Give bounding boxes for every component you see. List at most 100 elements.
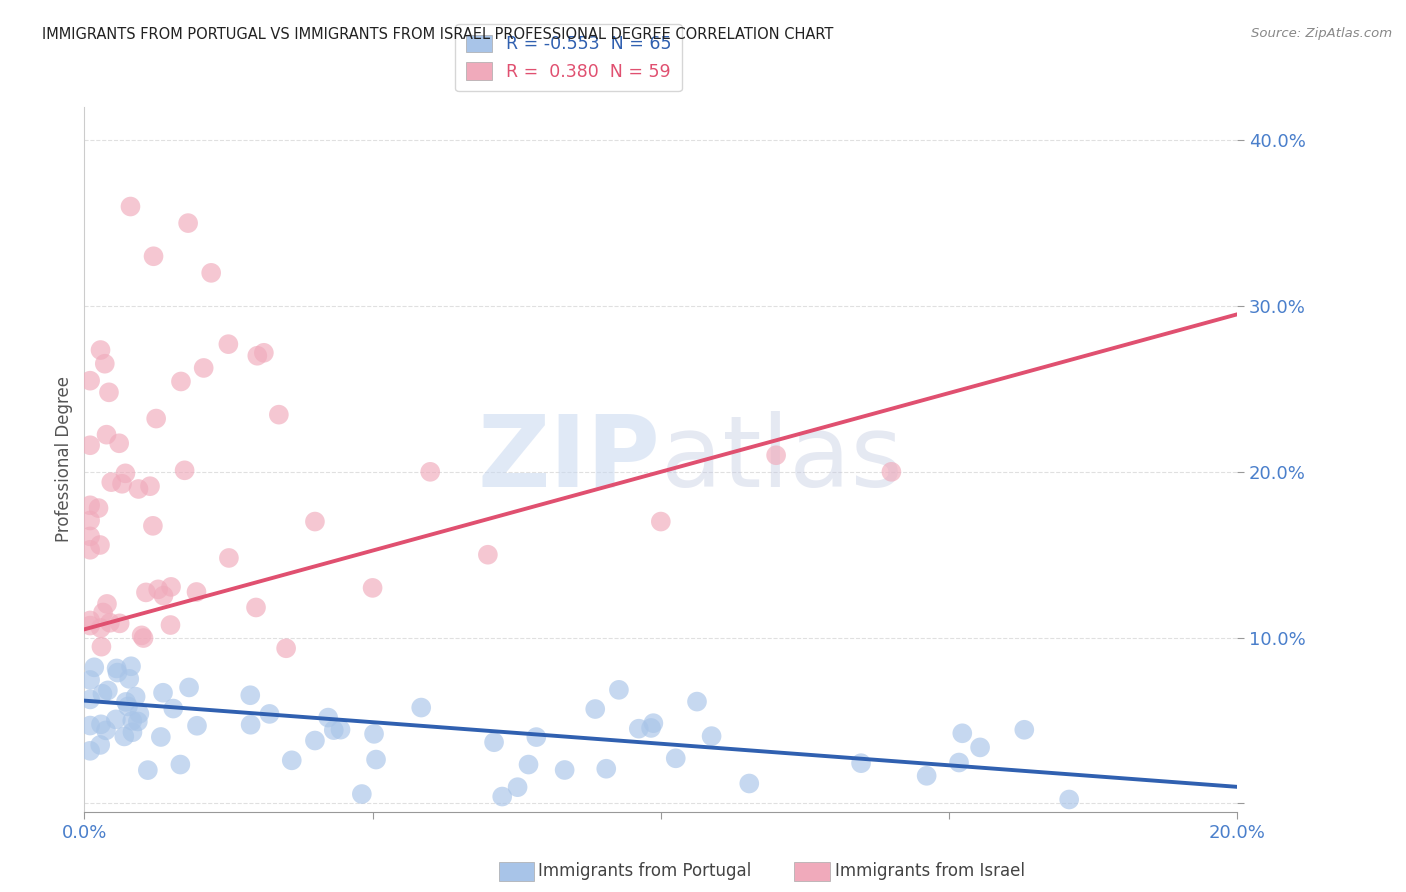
- Point: [112, 730, 135, 744]
- Point: [121, 714, 143, 728]
- Point: [607, 682, 630, 697]
- Point: [98, 615, 121, 630]
- Point: [159, 618, 181, 632]
- Point: [361, 581, 384, 595]
- Point: [142, 518, 165, 533]
- Point: [120, 659, 142, 673]
- Point: [94, 723, 117, 738]
- Point: [118, 672, 141, 686]
- Point: [595, 762, 617, 776]
- Point: [322, 723, 344, 737]
- Point: [880, 465, 903, 479]
- Point: [79, 529, 101, 543]
- Point: [482, 735, 505, 749]
- Point: [79, 438, 101, 452]
- Text: IMMIGRANTS FROM PORTUGAL VS IMMIGRANTS FROM ISRAEL PROFESSIONAL DEGREE CORRELATI: IMMIGRANTS FROM PORTUGAL VS IMMIGRANTS F…: [42, 27, 834, 42]
- Point: [91, 687, 114, 701]
- Point: [218, 551, 240, 566]
- Point: [100, 475, 122, 490]
- Point: [177, 681, 200, 695]
- Point: [246, 349, 269, 363]
- Point: [96, 427, 118, 442]
- Point: [162, 701, 184, 715]
- Point: [583, 702, 606, 716]
- Point: [79, 542, 101, 557]
- Point: [193, 360, 215, 375]
- Point: [91, 606, 114, 620]
- Point: [477, 548, 499, 562]
- Point: [1057, 792, 1080, 806]
- Text: Immigrants from Israel: Immigrants from Israel: [835, 863, 1025, 880]
- Point: [969, 740, 991, 755]
- Point: [111, 476, 134, 491]
- Point: [363, 727, 385, 741]
- Point: [281, 753, 304, 767]
- Point: [79, 618, 101, 632]
- Point: [105, 661, 128, 675]
- Point: [79, 374, 101, 388]
- Point: [267, 408, 290, 422]
- Point: [245, 600, 267, 615]
- Point: [83, 660, 105, 674]
- Point: [90, 621, 112, 635]
- Point: [948, 756, 970, 770]
- Point: [115, 695, 138, 709]
- Y-axis label: Professional Degree: Professional Degree: [55, 376, 73, 542]
- Point: [217, 337, 239, 351]
- Point: [173, 463, 195, 477]
- Point: [94, 357, 117, 371]
- Point: [128, 706, 150, 721]
- Point: [411, 700, 433, 714]
- Point: [98, 385, 121, 400]
- Point: [124, 690, 146, 704]
- Point: [350, 787, 373, 801]
- Point: [316, 710, 339, 724]
- Point: [96, 597, 118, 611]
- Point: [136, 763, 159, 777]
- Point: [107, 665, 129, 680]
- Point: [276, 641, 298, 656]
- Point: [1014, 723, 1036, 737]
- Text: ZIP: ZIP: [478, 411, 661, 508]
- Text: Immigrants from Portugal: Immigrants from Portugal: [538, 863, 752, 880]
- Point: [97, 683, 120, 698]
- Point: [120, 200, 142, 214]
- Point: [89, 538, 111, 552]
- Point: [79, 614, 101, 628]
- Point: [121, 725, 143, 739]
- Point: [79, 498, 101, 512]
- Point: [643, 716, 665, 731]
- Point: [127, 714, 149, 729]
- Point: [87, 501, 110, 516]
- Point: [239, 717, 262, 731]
- Point: [128, 482, 150, 496]
- Point: [132, 631, 155, 645]
- Point: [915, 769, 938, 783]
- Point: [145, 411, 167, 425]
- Point: [491, 789, 513, 804]
- Point: [304, 515, 326, 529]
- Point: [849, 756, 872, 771]
- Point: [506, 780, 529, 794]
- Point: [152, 589, 174, 603]
- Point: [186, 719, 208, 733]
- Point: [200, 266, 222, 280]
- Point: [117, 699, 139, 714]
- Point: [259, 706, 281, 721]
- Point: [79, 514, 101, 528]
- Point: [177, 216, 200, 230]
- Point: [104, 712, 127, 726]
- Point: [765, 448, 787, 462]
- Point: [517, 757, 540, 772]
- Point: [738, 776, 761, 790]
- Point: [146, 582, 169, 597]
- Text: Source: ZipAtlas.com: Source: ZipAtlas.com: [1251, 27, 1392, 40]
- Point: [79, 744, 101, 758]
- Point: [304, 733, 326, 747]
- Point: [554, 763, 576, 777]
- Point: [89, 738, 111, 752]
- Point: [79, 718, 101, 732]
- Point: [108, 616, 131, 631]
- Point: [700, 729, 723, 743]
- Point: [239, 688, 262, 702]
